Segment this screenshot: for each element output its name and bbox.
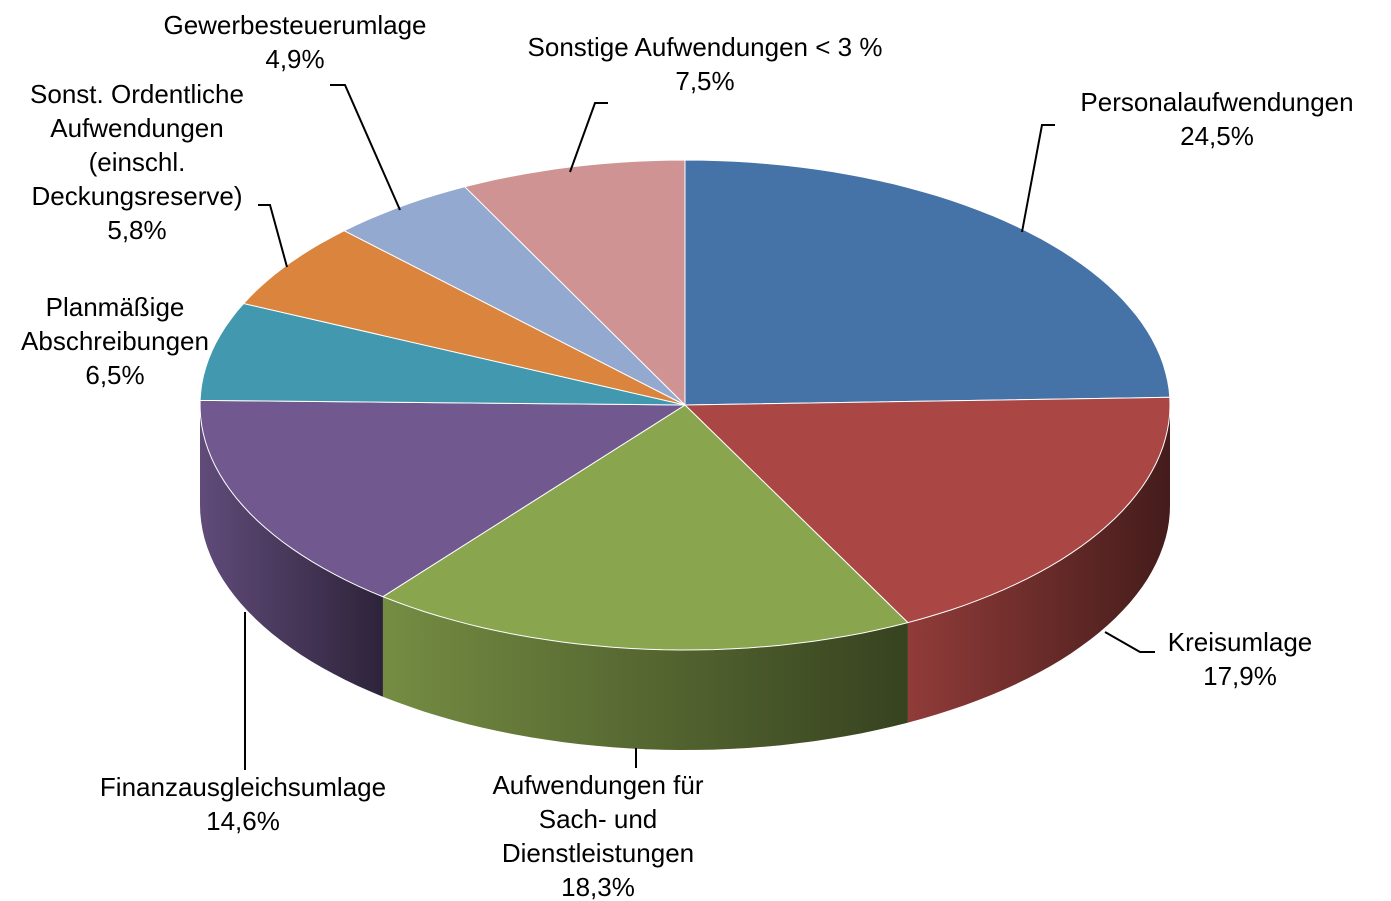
leader-line [330,84,401,211]
tops [199,159,1171,651]
sides [200,405,1170,750]
category-label: Planmäßige Abschreibungen [21,292,209,356]
category-label: Sonst. Ordentliche Aufwendungen (einschl… [30,79,244,211]
leaders [244,84,1155,770]
value-label: 4,9% [265,44,325,74]
slice [199,399,687,598]
slice [199,302,686,406]
slice [381,404,909,651]
value-label: 24,5% [1180,121,1254,151]
slice-label: Sonst. Ordentliche Aufwendungen (einschl… [12,77,262,247]
slice-side-shade [907,405,1170,723]
leader-line [1104,631,1155,653]
value-label: 6,5% [85,360,145,390]
slice-label: Personalaufwendungen 24,5% [1037,85,1391,153]
category-label: Sonstige Aufwendungen < 3 % [527,32,883,62]
category-label: Kreisumlage [1167,627,1313,657]
leader-line [258,204,288,268]
value-label: 5,8% [107,215,167,245]
slice-label: Kreisumlage 17,9% [1140,625,1340,693]
slice [343,186,686,406]
category-label: Aufwendungen für Sach- und Dienstleistun… [492,770,704,868]
slice-side-shade [382,596,908,750]
category-label: Gewerbesteuerumlage [163,10,427,40]
category-label: Personalaufwendungen [1080,87,1354,117]
slice [683,396,1171,624]
value-label: 17,9% [1203,661,1277,691]
value-label: 18,3% [561,872,635,901]
category-label: Finanzausgleichsumlage [99,772,387,802]
slice-side-shade [200,405,383,697]
slice-label: Finanzausgleichsumlage 14,6% [63,770,423,838]
slice-label: Sonstige Aufwendungen < 3 % 7,5% [485,30,925,98]
slice-label: Planmäßige Abschreibungen 6,5% [0,290,230,392]
slice [684,159,1171,406]
slice-label: Aufwendungen für Sach- und Dienstleistun… [468,768,728,901]
value-label: 7,5% [675,66,735,96]
leader-line [569,102,608,173]
slice-label: Gewerbesteuerumlage 4,9% [125,8,465,76]
leader-line [1021,124,1055,233]
value-label: 14,6% [206,806,280,836]
